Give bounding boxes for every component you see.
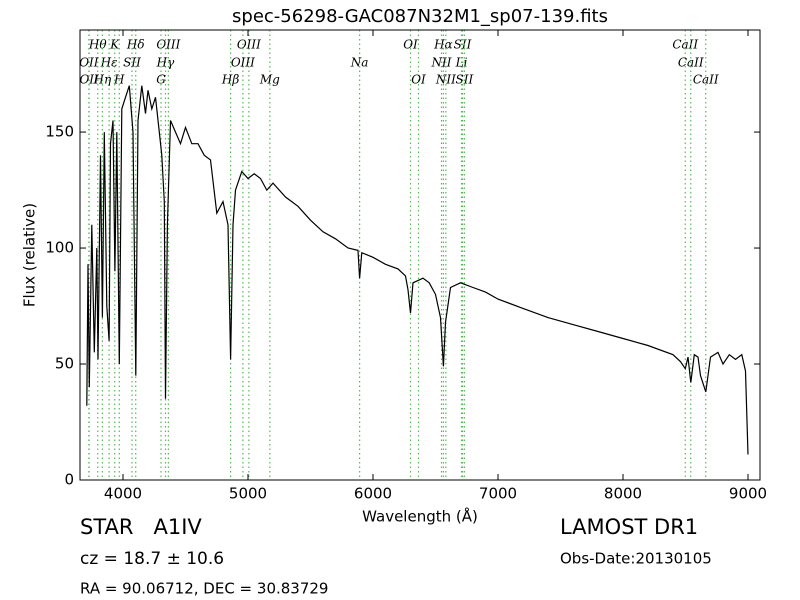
spectral-line-label: Hη: [93, 73, 112, 87]
spectral-line-label: NII: [431, 56, 452, 70]
y-tick-label: 0: [64, 471, 74, 489]
x-tick-label: 4000: [104, 485, 142, 503]
spectral-line-label: Hα: [433, 38, 453, 52]
y-tick-label: 150: [45, 123, 74, 141]
x-tick-label: 5000: [229, 485, 267, 503]
spectral-line-label: Na: [350, 56, 369, 70]
y-tick-label: 50: [55, 355, 74, 373]
spectral-line-label: Mg: [259, 73, 280, 87]
survey: LAMOST DR1: [560, 515, 698, 539]
chart-title: spec-56298-GAC087N32M1_sp07-139.fits: [232, 6, 608, 27]
spectral-line-label: SII: [123, 56, 141, 70]
x-axis-label: Wavelength (Å): [362, 507, 478, 526]
spectral-line-label: OI: [411, 73, 426, 87]
spectral-line-label: K: [109, 38, 120, 52]
redshift: cz = 18.7 ± 10.6: [80, 549, 224, 569]
spectral-line-label: CaII: [678, 56, 704, 70]
spectral-line-label: Hγ: [156, 56, 175, 70]
y-axis-label: Flux (relative): [21, 203, 39, 307]
spectral-line-label: OII: [79, 73, 99, 87]
spectral-line-label: Hθ: [88, 38, 107, 52]
spectral-line-label: Hβ: [221, 73, 239, 87]
spectral-line-label: CaII: [672, 38, 698, 52]
object-class: STAR A1IV: [80, 515, 202, 539]
spectral-line-label: OIII: [231, 56, 255, 70]
spectrum-line: [86, 85, 749, 455]
x-tick-label: 6000: [354, 485, 392, 503]
x-tick-label: 9000: [729, 485, 767, 503]
spectral-line-label: OIII: [237, 38, 261, 52]
obs-date: Obs-Date:20130105: [560, 550, 712, 568]
spectral-line-label: OI: [403, 38, 418, 52]
spectral-line-label: SII: [454, 38, 472, 52]
plot-frame: [79, 29, 761, 481]
coordinates: RA = 90.06712, DEC = 30.83729: [80, 580, 328, 598]
spectral-line-label: G: [156, 73, 166, 87]
spectral-line-label: Hδ: [126, 38, 145, 52]
spectral-line-label: Li: [455, 56, 468, 70]
spectral-line-label: CaII: [693, 73, 719, 87]
spectral-line-label: H: [113, 73, 125, 87]
spectral-line-label: NII: [435, 73, 456, 87]
spectral-line-label: SII: [456, 73, 474, 87]
y-tick-label: 100: [45, 239, 74, 257]
x-tick-label: 7000: [479, 485, 517, 503]
spectral-line-label: OIII: [156, 38, 180, 52]
spectral-line-label: Hε: [100, 56, 118, 70]
x-tick-label: 8000: [604, 485, 642, 503]
